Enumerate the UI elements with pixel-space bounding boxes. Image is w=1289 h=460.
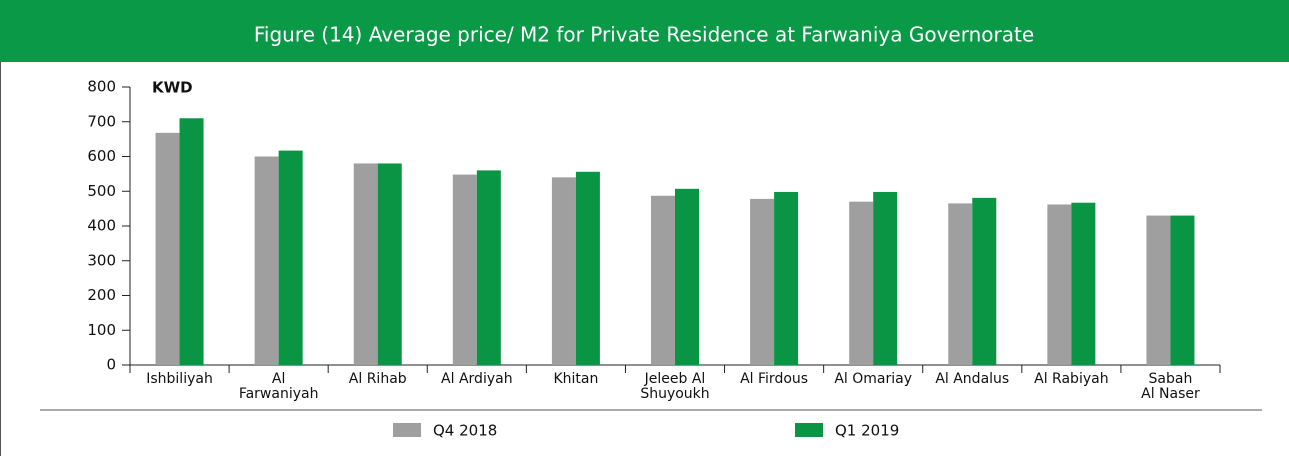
x-tick-label: Jeleeb Al Shuyoukh <box>640 371 709 402</box>
bar <box>750 198 775 365</box>
bar <box>1146 215 1171 365</box>
x-tick-label: Al Rihab <box>349 371 407 387</box>
bar <box>1047 204 1072 365</box>
legend-swatch <box>795 423 823 437</box>
bar <box>1071 202 1096 365</box>
bar <box>254 156 279 365</box>
bar <box>452 174 477 365</box>
bar <box>972 197 997 365</box>
y-tick-label: 0 <box>106 356 116 374</box>
y-tick-label: 400 <box>87 217 116 235</box>
bar <box>774 191 799 365</box>
x-tick-label: Al Rabiyah <box>1034 371 1108 387</box>
x-tick-label: Al Andalus <box>935 371 1009 387</box>
bar <box>377 163 402 365</box>
bar <box>873 191 898 365</box>
y-tick-label: 200 <box>87 286 116 304</box>
bar <box>651 195 675 365</box>
x-tick-label: Ishbiliyah <box>146 371 213 387</box>
bar <box>353 163 378 365</box>
y-tick-label: 100 <box>87 321 116 339</box>
x-tick-label: Al Ardiyah <box>441 371 513 387</box>
x-tick-label: Al Farwaniyah <box>239 371 319 402</box>
x-tick-label: Al Omariay <box>834 371 912 387</box>
bar <box>476 170 501 365</box>
y-tick-label: 500 <box>87 182 116 200</box>
y-tick-label: 800 <box>87 78 116 96</box>
x-tick-label: Al Firdous <box>740 371 808 387</box>
chart-title: Figure (14) Average price/ M2 for Privat… <box>254 23 1034 47</box>
bar <box>1170 215 1195 365</box>
bar <box>179 118 204 366</box>
y-tick-label: 700 <box>87 112 116 130</box>
bar <box>948 203 973 365</box>
bar <box>551 177 576 365</box>
y-unit: KWD <box>152 79 193 97</box>
title-bar <box>0 0 1289 62</box>
y-tick-label: 600 <box>87 147 116 165</box>
legend-label: Q1 2019 <box>835 422 899 440</box>
bar <box>575 171 600 365</box>
x-tick-label: Sabah Al Naser <box>1141 371 1200 402</box>
bar <box>849 201 874 365</box>
legend-swatch <box>393 423 421 437</box>
y-tick-label: 300 <box>87 251 116 269</box>
bar <box>155 132 180 365</box>
bar <box>675 188 699 365</box>
legend-label: Q4 2018 <box>433 422 497 440</box>
x-tick-label: Khitan <box>553 371 598 387</box>
bar <box>278 150 303 365</box>
